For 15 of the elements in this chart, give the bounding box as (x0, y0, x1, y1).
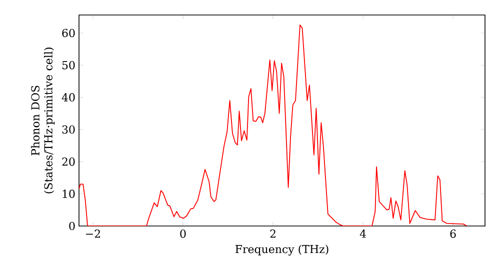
y-tick-label: 40 (62, 93, 75, 102)
y-tick-label: 30 (62, 125, 75, 134)
x-axis-title: Frequency (THz) (235, 244, 328, 256)
line-series (79, 24, 468, 226)
x-tick-label: −2 (86, 230, 100, 238)
x-tick-label: 0 (180, 230, 186, 238)
y-tick-label: 0 (69, 222, 75, 230)
y-tick-label: 10 (62, 190, 75, 198)
y-tick-label: 20 (62, 158, 75, 166)
y-axis-title: Phonon DOS (States/THz·primitive cell) (30, 48, 55, 194)
x-tick-label: 4 (360, 230, 366, 238)
x-tick-label: 6 (450, 230, 456, 238)
y-tick-label: 60 (62, 28, 75, 38)
y-tick-label: 50 (62, 61, 75, 70)
x-tick-label: 2 (270, 230, 276, 238)
